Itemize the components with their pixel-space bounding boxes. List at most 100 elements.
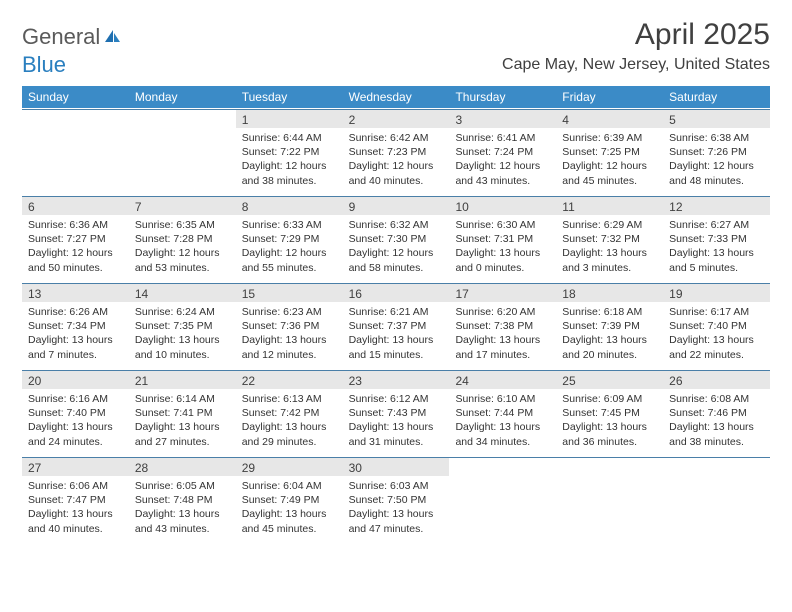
dayname-tuesday: Tuesday bbox=[236, 86, 343, 108]
calendar-day-cell: 10Sunrise: 6:30 AMSunset: 7:31 PMDayligh… bbox=[449, 196, 556, 282]
sunrise-text: Sunrise: 6:09 AM bbox=[562, 392, 657, 406]
calendar-day-cell: 30Sunrise: 6:03 AMSunset: 7:50 PMDayligh… bbox=[343, 457, 450, 543]
daylight-line1: Daylight: 13 hours bbox=[135, 507, 230, 521]
calendar-day-cell: 28Sunrise: 6:05 AMSunset: 7:48 PMDayligh… bbox=[129, 457, 236, 543]
calendar-grid: Sunday Monday Tuesday Wednesday Thursday… bbox=[22, 86, 770, 543]
calendar-day-cell: 2Sunrise: 6:42 AMSunset: 7:23 PMDaylight… bbox=[343, 109, 450, 195]
day-number: 18 bbox=[556, 283, 663, 302]
calendar-day-cell: 19Sunrise: 6:17 AMSunset: 7:40 PMDayligh… bbox=[663, 283, 770, 369]
day-number: 6 bbox=[22, 196, 129, 215]
day-number: 4 bbox=[556, 109, 663, 128]
sunset-text: Sunset: 7:22 PM bbox=[242, 145, 337, 159]
daylight-line1: Daylight: 13 hours bbox=[562, 420, 657, 434]
day-info: Sunrise: 6:08 AMSunset: 7:46 PMDaylight:… bbox=[663, 392, 770, 449]
daylight-line1: Daylight: 13 hours bbox=[669, 246, 764, 260]
calendar-day-cell bbox=[449, 457, 556, 543]
sunset-text: Sunset: 7:39 PM bbox=[562, 319, 657, 333]
day-info: Sunrise: 6:24 AMSunset: 7:35 PMDaylight:… bbox=[129, 305, 236, 362]
sunrise-text: Sunrise: 6:10 AM bbox=[455, 392, 550, 406]
day-number: 1 bbox=[236, 109, 343, 128]
daylight-line2: and 10 minutes. bbox=[135, 348, 230, 362]
daylight-line2: and 31 minutes. bbox=[349, 435, 444, 449]
day-info: Sunrise: 6:14 AMSunset: 7:41 PMDaylight:… bbox=[129, 392, 236, 449]
daylight-line2: and 0 minutes. bbox=[455, 261, 550, 275]
sunrise-text: Sunrise: 6:03 AM bbox=[349, 479, 444, 493]
sunset-text: Sunset: 7:40 PM bbox=[669, 319, 764, 333]
daylight-line2: and 58 minutes. bbox=[349, 261, 444, 275]
sunrise-text: Sunrise: 6:21 AM bbox=[349, 305, 444, 319]
sunrise-text: Sunrise: 6:30 AM bbox=[455, 218, 550, 232]
sunrise-text: Sunrise: 6:29 AM bbox=[562, 218, 657, 232]
sunrise-text: Sunrise: 6:14 AM bbox=[135, 392, 230, 406]
daylight-line2: and 5 minutes. bbox=[669, 261, 764, 275]
daylight-line1: Daylight: 13 hours bbox=[349, 507, 444, 521]
daylight-line1: Daylight: 13 hours bbox=[242, 420, 337, 434]
sunrise-text: Sunrise: 6:26 AM bbox=[28, 305, 123, 319]
calendar-day-cell: 22Sunrise: 6:13 AMSunset: 7:42 PMDayligh… bbox=[236, 370, 343, 456]
day-info: Sunrise: 6:26 AMSunset: 7:34 PMDaylight:… bbox=[22, 305, 129, 362]
sunrise-text: Sunrise: 6:33 AM bbox=[242, 218, 337, 232]
daylight-line2: and 55 minutes. bbox=[242, 261, 337, 275]
sunrise-text: Sunrise: 6:17 AM bbox=[669, 305, 764, 319]
day-number: 29 bbox=[236, 457, 343, 476]
daylight-line1: Daylight: 13 hours bbox=[455, 333, 550, 347]
daylight-line2: and 3 minutes. bbox=[562, 261, 657, 275]
calendar-day-cell: 14Sunrise: 6:24 AMSunset: 7:35 PMDayligh… bbox=[129, 283, 236, 369]
day-number: 27 bbox=[22, 457, 129, 476]
day-number: 7 bbox=[129, 196, 236, 215]
calendar-day-cell: 8Sunrise: 6:33 AMSunset: 7:29 PMDaylight… bbox=[236, 196, 343, 282]
day-info: Sunrise: 6:10 AMSunset: 7:44 PMDaylight:… bbox=[449, 392, 556, 449]
daylight-line2: and 38 minutes. bbox=[669, 435, 764, 449]
sunset-text: Sunset: 7:44 PM bbox=[455, 406, 550, 420]
day-info: Sunrise: 6:33 AMSunset: 7:29 PMDaylight:… bbox=[236, 218, 343, 275]
day-info: Sunrise: 6:42 AMSunset: 7:23 PMDaylight:… bbox=[343, 131, 450, 188]
day-info: Sunrise: 6:32 AMSunset: 7:30 PMDaylight:… bbox=[343, 218, 450, 275]
daylight-line1: Daylight: 12 hours bbox=[242, 246, 337, 260]
location-subtitle: Cape May, New Jersey, United States bbox=[502, 56, 770, 74]
daylight-line1: Daylight: 12 hours bbox=[455, 159, 550, 173]
calendar-day-cell: 15Sunrise: 6:23 AMSunset: 7:36 PMDayligh… bbox=[236, 283, 343, 369]
sunset-text: Sunset: 7:35 PM bbox=[135, 319, 230, 333]
sunset-text: Sunset: 7:23 PM bbox=[349, 145, 444, 159]
day-info: Sunrise: 6:44 AMSunset: 7:22 PMDaylight:… bbox=[236, 131, 343, 188]
sunset-text: Sunset: 7:42 PM bbox=[242, 406, 337, 420]
daylight-line2: and 29 minutes. bbox=[242, 435, 337, 449]
sunrise-text: Sunrise: 6:12 AM bbox=[349, 392, 444, 406]
day-number: 19 bbox=[663, 283, 770, 302]
dayname-monday: Monday bbox=[129, 86, 236, 108]
daylight-line2: and 22 minutes. bbox=[669, 348, 764, 362]
daylight-line2: and 7 minutes. bbox=[28, 348, 123, 362]
daylight-line2: and 34 minutes. bbox=[455, 435, 550, 449]
daylight-line1: Daylight: 12 hours bbox=[349, 246, 444, 260]
day-number bbox=[663, 457, 770, 476]
calendar-day-cell: 13 Sunrise: 6:26 AMSunset: 7:34 PMDayligh… bbox=[22, 283, 129, 369]
day-info: Sunrise: 6:23 AMSunset: 7:36 PMDaylight:… bbox=[236, 305, 343, 362]
sunrise-text: Sunrise: 6:13 AM bbox=[242, 392, 337, 406]
calendar-day-cell: 27Sunrise: 6:06 AMSunset: 7:47 PMDayligh… bbox=[22, 457, 129, 543]
daylight-line2: and 40 minutes. bbox=[349, 174, 444, 188]
daylight-line2: and 27 minutes. bbox=[135, 435, 230, 449]
daylight-line2: and 36 minutes. bbox=[562, 435, 657, 449]
daylight-line2: and 48 minutes. bbox=[669, 174, 764, 188]
sunrise-text: Sunrise: 6:39 AM bbox=[562, 131, 657, 145]
sunrise-text: Sunrise: 6:18 AM bbox=[562, 305, 657, 319]
dayname-sunday: Sunday bbox=[22, 86, 129, 108]
sail-icon bbox=[103, 24, 123, 50]
calendar-day-cell: 7Sunrise: 6:35 AMSunset: 7:28 PMDaylight… bbox=[129, 196, 236, 282]
sunset-text: Sunset: 7:40 PM bbox=[28, 406, 123, 420]
sunset-text: Sunset: 7:49 PM bbox=[242, 493, 337, 507]
dayname-thursday: Thursday bbox=[449, 86, 556, 108]
day-number: 30 bbox=[343, 457, 450, 476]
brand-part1: General bbox=[22, 24, 100, 49]
calendar-week-row: 1 Sunrise: 6:44 AMSunset: 7:22 PMDaylight… bbox=[22, 108, 770, 195]
daylight-line1: Daylight: 12 hours bbox=[669, 159, 764, 173]
daylight-line2: and 43 minutes. bbox=[135, 522, 230, 536]
sunrise-text: Sunrise: 6:35 AM bbox=[135, 218, 230, 232]
day-number bbox=[22, 109, 129, 128]
day-info: Sunrise: 6:41 AMSunset: 7:24 PMDaylight:… bbox=[449, 131, 556, 188]
day-info: Sunrise: 6:18 AMSunset: 7:39 PMDaylight:… bbox=[556, 305, 663, 362]
day-number: 17 bbox=[449, 283, 556, 302]
day-number: 13 bbox=[22, 283, 129, 302]
day-number: 26 bbox=[663, 370, 770, 389]
sunset-text: Sunset: 7:25 PM bbox=[562, 145, 657, 159]
